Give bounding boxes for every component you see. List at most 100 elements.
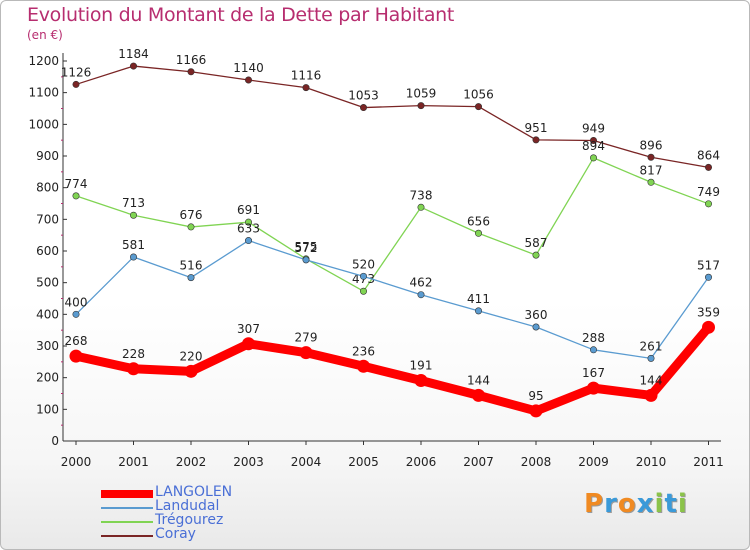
y-tick-label: 1100 <box>28 86 59 100</box>
x-tick-label: 2003 <box>233 455 264 469</box>
data-point-langolen <box>702 320 715 334</box>
data-label-langolen: 279 <box>295 331 318 345</box>
data-point-tregourez <box>130 211 138 219</box>
data-point-coray <box>474 103 482 111</box>
legend-swatch-landudal <box>101 507 153 509</box>
data-point-landudal <box>589 346 597 354</box>
series-line-tregourez <box>75 157 710 292</box>
x-tick-label: 2009 <box>578 455 609 469</box>
data-point-landudal <box>187 274 195 282</box>
data-label-landudal: 572 <box>295 241 318 255</box>
x-tick-label: 2010 <box>636 455 667 469</box>
legend-swatch-langolen <box>101 490 153 498</box>
y-tick-label: 700 <box>36 212 59 226</box>
series-line-coray <box>75 65 710 169</box>
data-label-landudal: 581 <box>122 238 145 252</box>
y-tick-label: 0 <box>51 434 59 448</box>
data-label-tregourez: 656 <box>467 214 490 228</box>
data-point-coray <box>647 153 655 161</box>
data-point-coray <box>704 163 712 171</box>
data-label-coray: 1053 <box>348 89 379 103</box>
data-label-landudal: 516 <box>180 259 203 273</box>
data-point-coray <box>245 76 253 84</box>
data-label-coray: 1056 <box>463 88 494 102</box>
y-tick-label: 100 <box>36 402 59 416</box>
data-point-tregourez <box>417 203 425 211</box>
data-point-langolen <box>184 364 198 378</box>
legend-label-langolen: LANGOLEN <box>155 484 233 500</box>
legend-label-coray: Coray <box>155 526 196 542</box>
data-point-tregourez <box>187 223 195 231</box>
data-point-langolen <box>69 349 83 363</box>
logo-letter: r <box>604 489 618 519</box>
data-point-tregourez <box>647 178 655 186</box>
logo-letter: P <box>584 489 605 519</box>
y-tick-label: 400 <box>36 307 59 321</box>
data-point-langolen <box>414 374 428 388</box>
data-point-tregourez <box>474 229 482 237</box>
data-point-coray <box>302 84 310 92</box>
data-point-langolen <box>357 359 370 373</box>
legend-label-tregourez: Trégourez <box>155 512 224 528</box>
logo-letter: i <box>654 489 665 519</box>
data-point-langolen <box>242 337 255 351</box>
data-point-coray <box>417 102 425 110</box>
data-point-coray <box>359 104 367 112</box>
data-point-langolen <box>127 362 140 376</box>
data-label-langolen: 220 <box>180 349 203 363</box>
data-point-landudal <box>359 272 367 280</box>
data-label-langolen: 359 <box>697 305 720 319</box>
data-label-landudal: 288 <box>582 331 605 345</box>
data-point-landudal <box>647 354 655 362</box>
data-label-tregourez: 817 <box>640 163 663 177</box>
data-label-landudal: 400 <box>65 295 88 309</box>
data-label-coray: 864 <box>697 148 720 162</box>
data-point-langolen <box>472 388 485 402</box>
data-label-tregourez: 774 <box>65 177 88 191</box>
data-point-langolen <box>587 381 600 395</box>
data-label-landudal: 360 <box>525 308 548 322</box>
data-label-langolen: 167 <box>582 366 605 380</box>
data-label-tregourez: 587 <box>525 236 548 250</box>
x-tick-label: 2005 <box>348 455 379 469</box>
series-line-langolen <box>71 322 713 416</box>
data-point-langolen <box>644 388 658 402</box>
data-point-coray <box>532 136 540 144</box>
data-point-coray <box>72 80 80 88</box>
y-tick-label: 900 <box>36 149 59 163</box>
data-label-tregourez: 691 <box>237 203 260 217</box>
logo-letter: i <box>677 489 688 519</box>
data-label-coray: 1126 <box>61 65 92 79</box>
data-point-coray <box>589 136 597 144</box>
logo-letter: t <box>664 489 678 519</box>
y-tick-label: 600 <box>36 244 59 258</box>
data-point-tregourez <box>704 200 712 208</box>
data-point-langolen <box>529 404 543 418</box>
x-tick-label: 2011 <box>693 455 724 469</box>
legend-swatch-tregourez <box>101 521 153 523</box>
chart-unit-label: (en €) <box>27 28 63 42</box>
data-label-landudal: 633 <box>237 222 260 236</box>
data-label-tregourez: 713 <box>122 196 145 210</box>
x-tick-label: 2002 <box>176 455 207 469</box>
data-label-landudal: 462 <box>410 276 433 290</box>
data-point-coray <box>187 68 195 76</box>
data-point-coray <box>130 62 138 70</box>
data-label-langolen: 307 <box>237 322 260 336</box>
y-tick-label: 800 <box>36 181 59 195</box>
data-point-tregourez <box>245 218 253 226</box>
data-label-langolen: 191 <box>410 359 433 373</box>
data-point-landudal <box>130 253 138 261</box>
data-label-landudal: 520 <box>352 257 375 271</box>
data-label-langolen: 95 <box>528 389 543 403</box>
data-label-coray: 896 <box>640 138 663 152</box>
data-point-tregourez <box>532 251 540 259</box>
data-label-langolen: 228 <box>122 347 145 361</box>
legend-swatch-coray <box>101 535 153 537</box>
data-point-landudal <box>417 291 425 299</box>
x-tick-label: 2008 <box>521 455 552 469</box>
data-label-landudal: 261 <box>640 339 663 353</box>
y-tick-label: 300 <box>36 339 59 353</box>
proxiti-logo: Proxiti <box>584 489 688 519</box>
data-point-landudal <box>474 307 482 315</box>
